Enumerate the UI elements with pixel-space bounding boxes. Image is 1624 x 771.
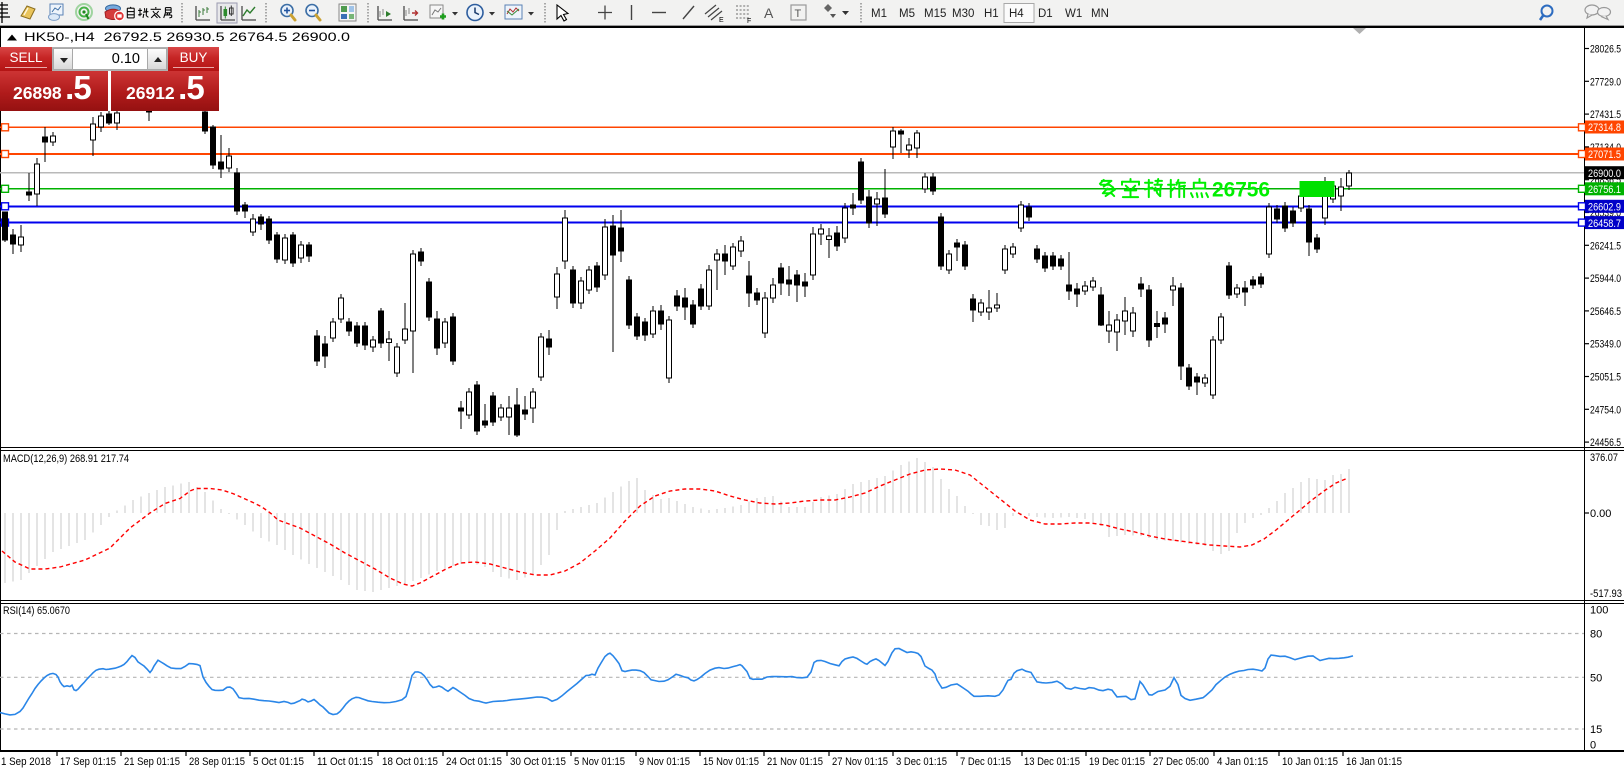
svg-text:M5: M5 [899, 8, 915, 20]
svg-text:26756.1: 26756.1 [1588, 184, 1621, 196]
svg-text:MN: MN [1091, 8, 1109, 20]
svg-text:1 Sep 2018: 1 Sep 2018 [1, 756, 51, 768]
svg-text:30 Oct 01:15: 30 Oct 01:15 [510, 756, 566, 768]
svg-text:-517.93: -517.93 [1590, 588, 1622, 600]
svg-text:21 Nov 01:15: 21 Nov 01:15 [767, 756, 823, 768]
svg-text:D1: D1 [1038, 8, 1053, 20]
svg-text:28 Sep 01:15: 28 Sep 01:15 [189, 756, 245, 768]
svg-text:HK50-,H4 26792.5 26930.5 2676: HK50-,H4 26792.5 26930.5 26764.5 26900.0 [24, 30, 350, 44]
svg-text:26602.9: 26602.9 [1588, 202, 1621, 214]
svg-text:25349.0: 25349.0 [1590, 339, 1621, 351]
svg-text:7 Dec 01:15: 7 Dec 01:15 [960, 756, 1011, 768]
svg-text:10 Jan 01:15: 10 Jan 01:15 [1282, 756, 1338, 768]
svg-text:15 Nov 01:15: 15 Nov 01:15 [703, 756, 759, 768]
svg-text:80: 80 [1590, 629, 1602, 641]
svg-text:H4: H4 [1009, 8, 1024, 20]
svg-text:26458.7: 26458.7 [1588, 218, 1621, 230]
svg-text:27729.0: 27729.0 [1590, 76, 1621, 88]
svg-text:9 Nov 01:15: 9 Nov 01:15 [639, 756, 690, 768]
svg-text:RSI(14) 65.0670: RSI(14) 65.0670 [3, 605, 70, 617]
svg-text:25051.5: 25051.5 [1590, 372, 1621, 384]
svg-text:18 Oct 01:15: 18 Oct 01:15 [382, 756, 438, 768]
svg-text:24754.0: 24754.0 [1590, 404, 1621, 416]
svg-text:F: F [747, 18, 751, 25]
svg-text:11 Oct 01:15: 11 Oct 01:15 [317, 756, 373, 768]
svg-text:25646.5: 25646.5 [1590, 306, 1621, 318]
svg-text:H1: H1 [984, 8, 999, 20]
svg-text:27314.8: 27314.8 [1588, 122, 1621, 134]
svg-text:15: 15 [1590, 724, 1602, 736]
svg-text:27 Nov 01:15: 27 Nov 01:15 [832, 756, 888, 768]
svg-text:16 Jan 01:15: 16 Jan 01:15 [1346, 756, 1402, 768]
svg-text:24 Oct 01:15: 24 Oct 01:15 [446, 756, 502, 768]
svg-text:24456.5: 24456.5 [1590, 437, 1621, 449]
svg-text:T: T [795, 8, 802, 20]
svg-text:26756: 26756 [1212, 178, 1270, 202]
svg-text:M1: M1 [871, 8, 887, 20]
svg-text:26241.5: 26241.5 [1590, 240, 1621, 252]
svg-text:28026.5: 28026.5 [1590, 44, 1621, 56]
svg-text:M15: M15 [924, 8, 946, 20]
svg-text:3 Dec 01:15: 3 Dec 01:15 [896, 756, 947, 768]
svg-text:25944.0: 25944.0 [1590, 273, 1621, 285]
svg-text:21 Sep 01:15: 21 Sep 01:15 [124, 756, 180, 768]
svg-text:5 Oct 01:15: 5 Oct 01:15 [253, 756, 304, 768]
svg-text:4 Jan 01:15: 4 Jan 01:15 [1217, 756, 1268, 768]
svg-text:27 Dec 05:00: 27 Dec 05:00 [1153, 756, 1209, 768]
svg-text:W1: W1 [1065, 8, 1082, 20]
svg-text:13 Dec 01:15: 13 Dec 01:15 [1024, 756, 1080, 768]
svg-text:A: A [764, 5, 774, 21]
svg-text:376.07: 376.07 [1590, 452, 1618, 464]
svg-text:26900.0: 26900.0 [1588, 168, 1621, 180]
svg-text:0.00: 0.00 [1590, 508, 1611, 520]
svg-text:100: 100 [1590, 605, 1608, 617]
svg-text:50: 50 [1590, 672, 1602, 684]
svg-text:M30: M30 [952, 8, 974, 20]
svg-text:5 Nov 01:15: 5 Nov 01:15 [574, 756, 625, 768]
svg-text:17 Sep 01:15: 17 Sep 01:15 [60, 756, 116, 768]
svg-text:27431.5: 27431.5 [1590, 109, 1621, 121]
svg-text:27071.5: 27071.5 [1588, 149, 1621, 161]
svg-text:E: E [719, 17, 724, 24]
svg-text:19 Dec 01:15: 19 Dec 01:15 [1089, 756, 1145, 768]
svg-text:MACD(12,26,9) 268.91 217.74: MACD(12,26,9) 268.91 217.74 [3, 453, 129, 465]
svg-text:0: 0 [1590, 740, 1596, 752]
